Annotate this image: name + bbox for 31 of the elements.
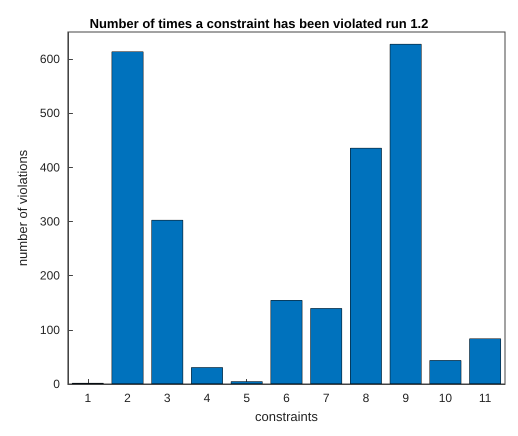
bar [112,51,144,384]
x-tick-label: 2 [124,391,132,405]
y-tick-label: 300 [40,214,60,229]
x-tick-label: 5 [243,391,250,405]
x-tick-label: 9 [402,391,410,405]
y-tick-label: 0 [53,377,60,391]
chart-title: Number of times a constraint has been violated run 1.2 [90,16,428,31]
bar [151,220,184,384]
x-tick-label: 11 [478,391,492,405]
y-axis-title: number of violations [15,149,30,266]
y-tick-label: 600 [40,52,60,66]
bar [230,381,263,384]
y-tick-label: 500 [40,106,60,120]
x-tick-label: 4 [204,391,211,405]
y-tick-label: 400 [40,160,60,174]
bar [390,44,422,384]
bar [350,148,382,384]
x-tick-label: 8 [362,391,370,405]
bar [270,300,302,384]
bar [310,308,342,384]
x-tick-label: 1 [84,391,92,405]
y-tick-label: 200 [40,268,60,283]
bar [469,338,502,384]
bar [430,360,462,384]
x-tick-label: 10 [438,391,452,405]
x-tick-label: 3 [164,391,171,405]
y-tick-label: 100 [40,322,60,337]
x-tick-label: 7 [322,391,330,405]
bar [191,367,223,384]
x-tick-label: 6 [283,391,290,405]
x-axis-title: constraints [255,409,318,424]
